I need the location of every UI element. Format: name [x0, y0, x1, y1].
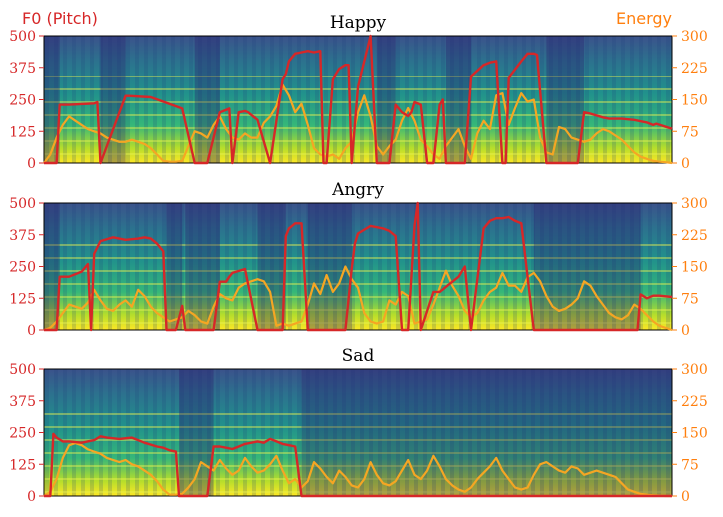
right-tick-label: 225 — [681, 394, 708, 410]
left-tick-label: 500 — [9, 196, 36, 212]
energy-line — [43, 442, 672, 498]
silence-band — [546, 36, 585, 163]
silence-band — [376, 36, 396, 163]
left-tick-label: 0 — [27, 323, 36, 339]
right-tick-label: 225 — [681, 228, 708, 244]
panel-angry: Angry 500 375 250 125 0 300 225 150 75 0 — [9, 180, 707, 339]
silence-band — [533, 203, 641, 330]
silence-band — [194, 36, 220, 163]
left-tick-label: 125 — [9, 124, 36, 140]
left-tick-label: 125 — [9, 457, 36, 473]
right-tick-label: 0 — [681, 156, 690, 172]
right-tick-label: 0 — [681, 323, 690, 339]
right-tick-label: 75 — [681, 291, 699, 307]
right-tick-label: 0 — [681, 489, 690, 505]
silence-band — [44, 36, 60, 163]
panel-sad: Sad 500 375 250 125 0 300 225 150 75 0 — [9, 346, 707, 505]
right-tick-label: 75 — [681, 457, 699, 473]
left-tick-label: 250 — [9, 426, 36, 442]
panel-title: Sad — [342, 346, 375, 366]
pitch-line — [44, 432, 672, 498]
left-tick-label: 500 — [9, 29, 36, 45]
right-tick-label: 75 — [681, 124, 699, 140]
right-tick-label: 225 — [681, 61, 708, 77]
silence-band — [185, 203, 220, 330]
panel-title: Happy — [330, 13, 387, 33]
right-tick-label: 150 — [681, 93, 708, 109]
panel-happy: Happy 500 375 250 125 0 300 225 150 75 0 — [9, 13, 707, 172]
left-tick-label: 250 — [9, 93, 36, 109]
energy-line — [43, 83, 673, 165]
spectrogram-harmonics — [44, 409, 672, 496]
left-tick-label: 0 — [27, 156, 36, 172]
right-axis-label: Energy — [616, 9, 672, 28]
silence-band — [166, 203, 183, 330]
left-axis-label: F0 (Pitch) — [22, 9, 98, 28]
silence-band — [100, 36, 126, 163]
left-tick-label: 250 — [9, 260, 36, 276]
right-tick-label: 300 — [681, 196, 708, 212]
panel-title: Angry — [331, 180, 384, 200]
left-tick-label: 0 — [27, 489, 36, 505]
right-tick-label: 150 — [681, 426, 708, 442]
left-tick-label: 375 — [9, 228, 36, 244]
right-tick-label: 300 — [681, 29, 708, 45]
silence-band — [44, 203, 60, 330]
left-tick-label: 125 — [9, 291, 36, 307]
left-tick-label: 500 — [9, 362, 36, 378]
pitch-line — [44, 201, 673, 332]
right-tick-label: 300 — [681, 362, 708, 378]
left-tick-label: 375 — [9, 394, 36, 410]
pitch-line — [44, 34, 673, 165]
right-tick-label: 150 — [681, 260, 708, 276]
energy-line — [43, 265, 673, 332]
left-tick-label: 375 — [9, 61, 36, 77]
silence-band — [257, 203, 286, 330]
